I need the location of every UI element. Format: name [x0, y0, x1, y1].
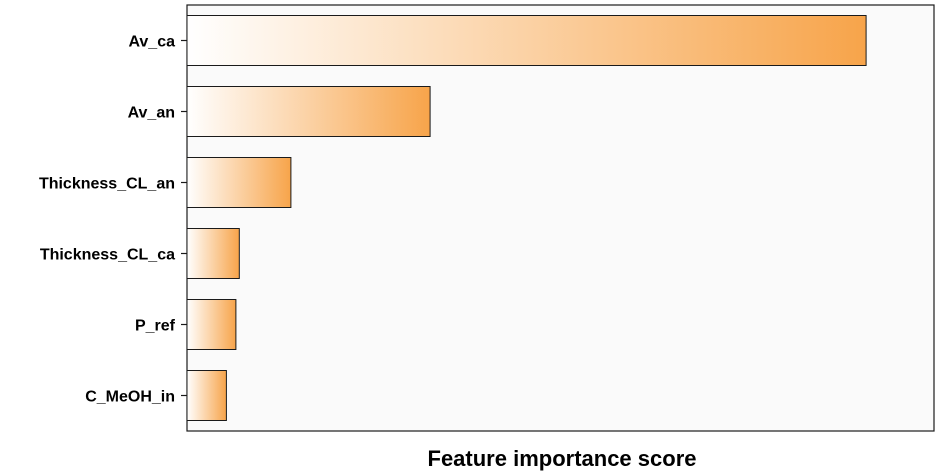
x-axis-title: Feature importance score: [428, 446, 697, 471]
y-tick-label: Thickness_CL_an: [39, 176, 175, 193]
y-tick-label: C_MeOH_in: [85, 389, 175, 406]
bar-p-ref: [186, 299, 237, 350]
y-tick-label: Thickness_CL_ca: [40, 247, 175, 264]
bar-av-an: [186, 86, 431, 137]
bar-thickness-cl-an: [186, 157, 292, 208]
y-tick-label: Av_ca: [128, 34, 175, 51]
plot-area: [186, 4, 935, 432]
y-tick-label: P_ref: [135, 318, 176, 335]
bars-group: [186, 15, 867, 421]
y-axis: Av_ca Av_an Thickness_CL_an Thickness_CL_ca…: [39, 34, 187, 406]
y-tick-label: Av_an: [128, 105, 175, 122]
bar-av-ca: [186, 15, 867, 66]
bar-thickness-cl-ca: [186, 228, 240, 279]
bar-c-meoh-in: [186, 370, 227, 421]
